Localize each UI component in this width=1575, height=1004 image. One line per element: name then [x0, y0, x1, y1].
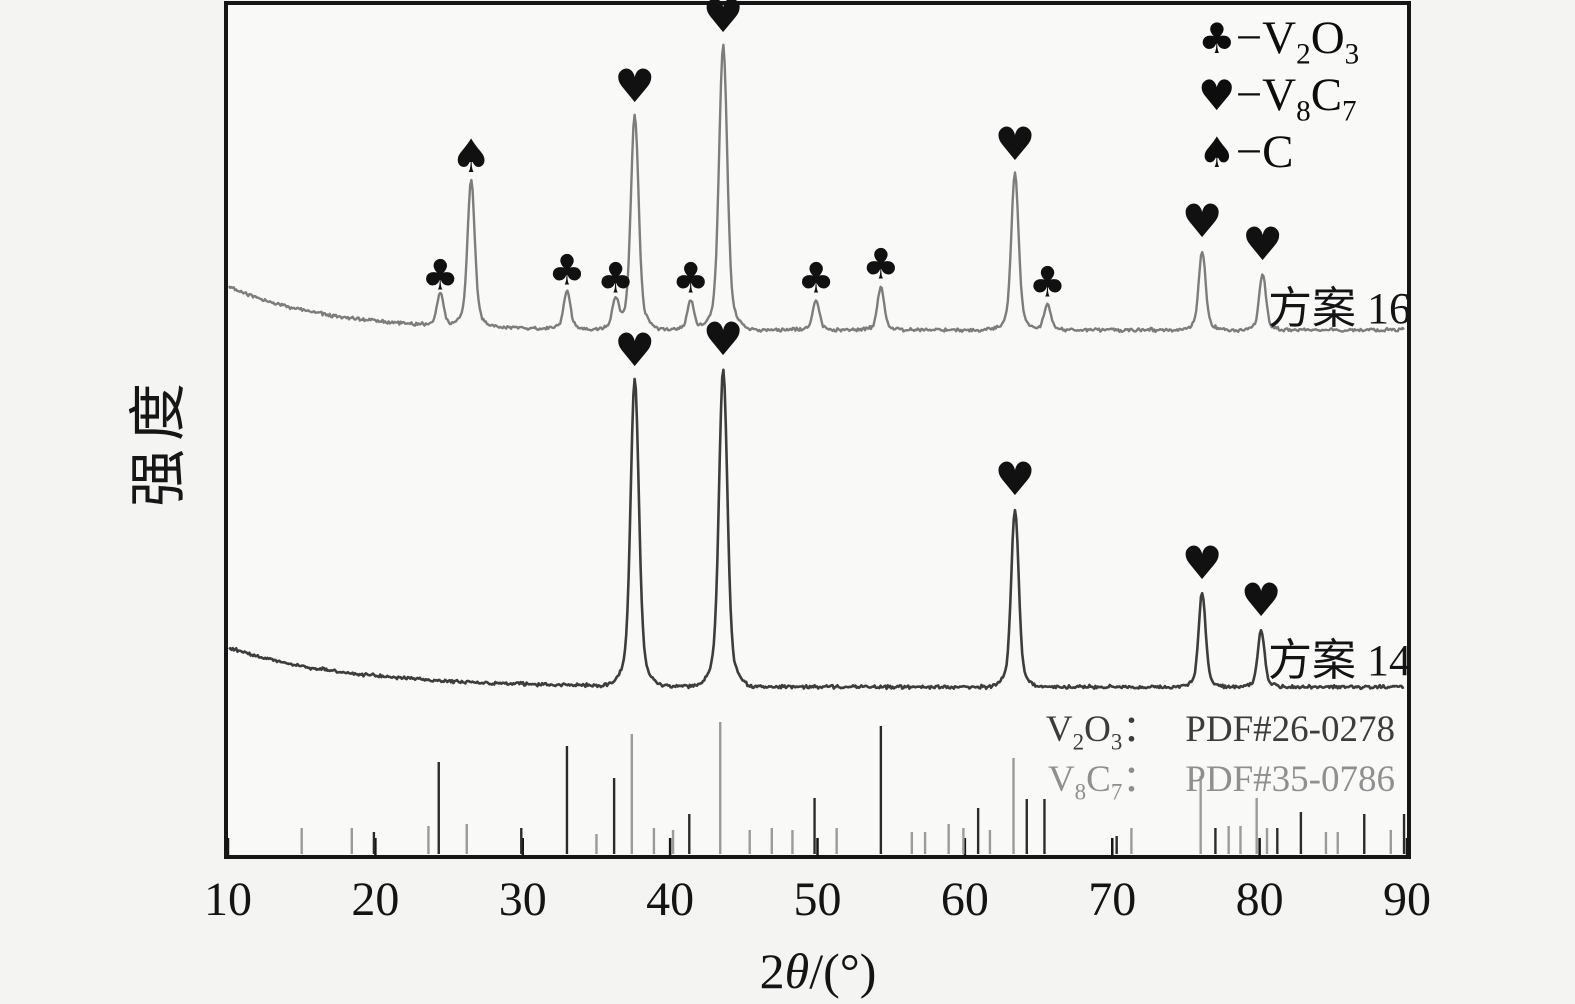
heart-marker-icon: ♥ — [1242, 217, 1283, 271]
spade-icon: ♠ — [1198, 128, 1236, 177]
spade-marker-icon: ♠ — [451, 129, 492, 183]
x-tick-label: 50 — [793, 873, 842, 926]
plot-frame — [224, 1, 1411, 859]
series-label-scheme14: 方案 14 — [1268, 636, 1411, 685]
club-marker-icon: ♣ — [548, 246, 586, 295]
heart-marker-icon: ♥ — [703, 0, 744, 43]
x-tick-label: 10 — [204, 873, 252, 926]
legend: ♣−V2O3 ♥−V8C7 ♠−C — [1198, 10, 1359, 181]
series-label-scheme16: 方案 16 — [1268, 284, 1411, 333]
x-tick-label: 70 — [1088, 873, 1137, 926]
x-axis-label-number: 2 — [759, 943, 785, 999]
x-axis-label-unit: /(°) — [809, 943, 877, 999]
legend-item-v8c7: ♥−V8C7 — [1198, 69, 1357, 128]
club-icon: ♣ — [1198, 14, 1236, 63]
heart-marker-icon: ♥ — [1182, 194, 1223, 248]
x-tick-label: 90 — [1383, 873, 1431, 926]
xrd-curve-scheme14 — [228, 368, 1405, 691]
x-axis-label-theta: θ — [784, 943, 810, 999]
club-marker-icon: ♣ — [672, 254, 710, 303]
legend-item-v2o3: ♣−V2O3 — [1198, 12, 1360, 71]
club-marker-icon: ♣ — [597, 254, 635, 303]
heart-marker-icon: ♥ — [703, 312, 744, 366]
x-tick-label: 30 — [498, 873, 547, 926]
x-tick-label: 60 — [940, 873, 989, 926]
x-axis-label: 2θ/(°) — [228, 942, 1408, 1000]
club-marker-icon: ♣ — [862, 240, 900, 289]
reference-label-v2o3: V2O3： PDF#26-0278 — [1045, 709, 1395, 755]
x-tick-label: 20 — [351, 873, 400, 926]
club-marker-icon: ♣ — [797, 254, 835, 303]
legend-item-c: ♠−C — [1198, 126, 1294, 178]
reference-label-v8c7: V8C7： PDF#35-0786 — [1047, 759, 1395, 805]
heart-marker-icon: ♥ — [1182, 536, 1223, 590]
club-marker-icon: ♣ — [1029, 258, 1067, 307]
xrd-curve-scheme16 — [228, 43, 1405, 334]
heart-icon: ♥ — [1198, 71, 1236, 120]
heart-marker-icon: ♥ — [994, 452, 1035, 506]
y-axis-label: 强度 — [126, 374, 191, 507]
heart-marker-icon: ♥ — [614, 59, 655, 113]
club-marker-icon: ♣ — [421, 251, 459, 300]
x-tick-label: 80 — [1235, 873, 1284, 926]
heart-marker-icon: ♥ — [1240, 573, 1281, 627]
heart-marker-icon: ♥ — [614, 323, 655, 377]
x-tick-label: 40 — [646, 873, 695, 926]
heart-marker-icon: ♥ — [994, 117, 1035, 171]
